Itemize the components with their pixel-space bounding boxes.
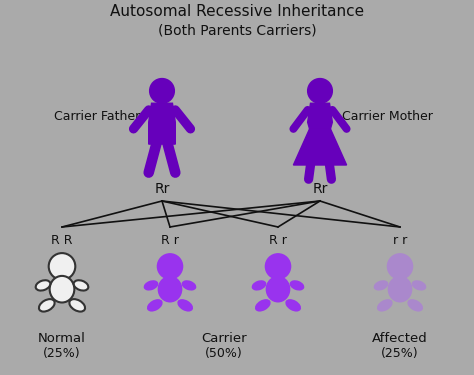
Text: Carrier Father: Carrier Father — [54, 111, 140, 123]
Ellipse shape — [265, 276, 291, 303]
Text: (25%): (25%) — [381, 346, 419, 360]
Circle shape — [308, 78, 332, 103]
Text: Rr: Rr — [155, 182, 170, 196]
Circle shape — [49, 253, 75, 280]
Circle shape — [387, 253, 413, 280]
Text: (50%): (50%) — [205, 346, 243, 360]
Ellipse shape — [407, 299, 423, 312]
Polygon shape — [293, 129, 346, 165]
Ellipse shape — [73, 280, 88, 291]
Ellipse shape — [290, 280, 304, 291]
Ellipse shape — [69, 299, 85, 312]
Text: Rr: Rr — [312, 182, 328, 196]
Text: R R: R R — [51, 234, 73, 248]
Circle shape — [150, 78, 174, 103]
Ellipse shape — [39, 299, 55, 312]
Ellipse shape — [255, 299, 271, 312]
Text: Carrier: Carrier — [201, 332, 247, 345]
Ellipse shape — [158, 276, 182, 303]
Circle shape — [264, 253, 292, 280]
Text: Normal: Normal — [38, 332, 86, 345]
Ellipse shape — [144, 280, 158, 291]
Text: Carrier Mother: Carrier Mother — [342, 111, 433, 123]
Polygon shape — [308, 103, 332, 129]
Text: Affected: Affected — [372, 332, 428, 345]
Ellipse shape — [50, 276, 74, 303]
Text: R r: R r — [161, 234, 179, 248]
Ellipse shape — [182, 280, 196, 291]
Ellipse shape — [252, 280, 266, 291]
Ellipse shape — [285, 299, 301, 312]
Text: (25%): (25%) — [43, 346, 81, 360]
Ellipse shape — [374, 280, 388, 291]
Text: r r: r r — [393, 234, 407, 248]
Ellipse shape — [177, 299, 193, 312]
Circle shape — [157, 253, 183, 280]
Text: Autosomal Recessive Inheritance: Autosomal Recessive Inheritance — [110, 4, 364, 20]
Ellipse shape — [388, 276, 412, 303]
Polygon shape — [149, 103, 175, 144]
Ellipse shape — [412, 280, 426, 291]
Text: R r: R r — [269, 234, 287, 248]
Ellipse shape — [377, 299, 392, 312]
Ellipse shape — [36, 280, 50, 291]
Text: (Both Parents Carriers): (Both Parents Carriers) — [158, 23, 316, 37]
Ellipse shape — [147, 299, 163, 312]
